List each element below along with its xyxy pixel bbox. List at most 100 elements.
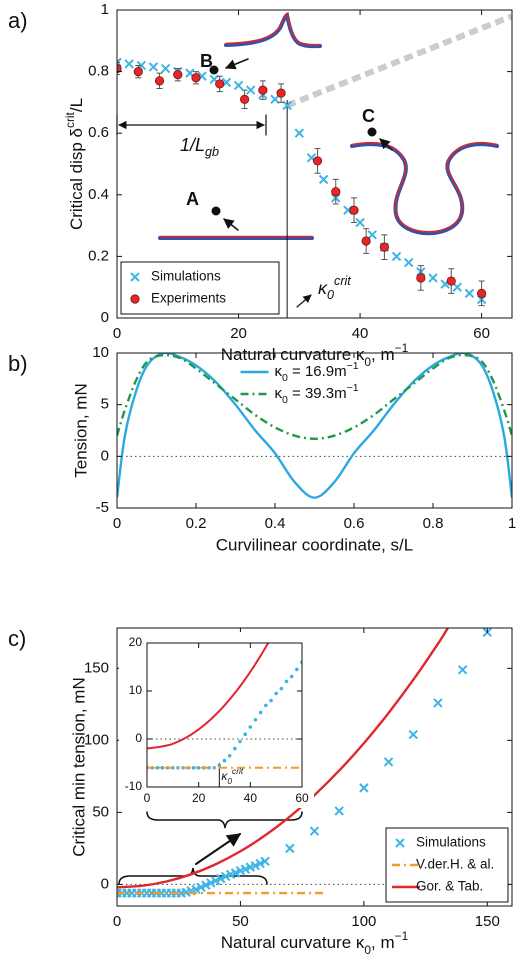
point	[282, 100, 292, 111]
point	[349, 205, 359, 215]
point	[391, 251, 402, 262]
x-tick-label: 20	[230, 325, 247, 342]
text-part: = 39.3m	[288, 385, 347, 402]
panel-label: c)	[8, 626, 26, 651]
point	[196, 766, 201, 770]
y-tick-label: 1	[101, 1, 109, 18]
text-part: κ	[221, 769, 228, 783]
annotation: κ0crit	[318, 274, 351, 302]
text-part: , m	[371, 345, 395, 364]
x-tick-label: 40	[352, 325, 369, 342]
point	[361, 236, 371, 246]
inset-background	[119, 632, 314, 808]
point	[222, 758, 227, 763]
point	[312, 156, 323, 166]
point	[238, 739, 242, 744]
point	[206, 878, 216, 888]
text-part: = 16.9m	[288, 363, 347, 380]
legend: κ0 = 16.9m−1κ0 = 39.3m−1	[240, 360, 359, 406]
point	[274, 691, 278, 696]
x-tick-label: 150	[475, 913, 500, 930]
point	[433, 698, 443, 708]
x-tick-label: 1	[508, 515, 516, 532]
point	[201, 880, 211, 890]
point	[260, 856, 270, 867]
text-part: 0	[282, 372, 288, 384]
y-axis-label: Tension, mN	[71, 383, 90, 477]
point	[334, 806, 344, 816]
text-part: κ	[275, 363, 283, 380]
point	[276, 88, 286, 98]
y-tick-label: -10	[125, 779, 143, 793]
panel-label: b)	[8, 351, 28, 376]
y-tick-label: 0	[101, 309, 109, 326]
point	[148, 62, 159, 72]
point	[507, 22, 511, 26]
point	[270, 94, 280, 105]
text-part: 0	[364, 943, 371, 957]
text-part: Critical disp δ	[67, 128, 86, 230]
y-tick-label: 0.6	[88, 124, 109, 141]
point	[404, 416, 408, 420]
legend-box	[120, 261, 280, 315]
y-tick-label: 100	[84, 731, 109, 748]
legend-label: κ0 = 39.3m−1	[275, 382, 359, 406]
text-part: −1	[395, 929, 409, 943]
legend-label: V.der.H. & al.	[416, 857, 494, 872]
point	[160, 63, 171, 74]
point	[258, 85, 268, 95]
point	[191, 766, 196, 770]
point	[403, 257, 414, 268]
annotation: κ0crit	[221, 766, 244, 786]
point	[294, 128, 305, 138]
x-tick-label: 0	[144, 791, 151, 805]
point	[240, 864, 251, 874]
y-tick-label: 20	[129, 635, 143, 649]
x-tick-label: 60	[295, 791, 309, 805]
point	[285, 843, 295, 854]
line	[117, 353, 512, 499]
guide-line	[286, 13, 512, 109]
point	[240, 94, 250, 104]
text-part: κ	[275, 385, 283, 402]
text-part: 0	[282, 394, 288, 406]
y-tick-label: 0.2	[88, 247, 109, 264]
annotation: A	[186, 189, 199, 209]
point	[284, 679, 289, 684]
y-tick-label: 50	[92, 803, 109, 820]
x-tick-label: 0	[113, 325, 121, 342]
annotation: B	[200, 51, 213, 71]
point	[289, 674, 294, 679]
point	[233, 746, 237, 751]
legend-label: κ0 = 16.9m−1	[275, 360, 359, 384]
text-part: 0	[227, 776, 232, 786]
point	[429, 329, 433, 333]
point	[326, 617, 330, 621]
text-part: , m	[371, 933, 395, 952]
plot-frame	[116, 352, 513, 509]
text-part: −1	[395, 341, 409, 355]
axes: 0 20 40 60 0 0.2 0.4 0.6 0.8 1	[88, 1, 513, 342]
line	[117, 353, 512, 440]
y-tick-label: 10	[92, 344, 109, 361]
y-tick-label: 0.4	[88, 186, 109, 203]
x-axis-label: Natural curvature κ0, m−1	[221, 341, 409, 369]
point	[481, 132, 485, 136]
point	[253, 718, 258, 722]
legend: Simulations V.der.H. & al. Gor. & Tab.	[385, 827, 509, 903]
point	[245, 85, 256, 95]
line	[117, 628, 449, 889]
x-tick-label: 100	[351, 913, 376, 930]
series-group	[117, 353, 512, 499]
line	[147, 643, 270, 750]
legend-label: Simulations	[151, 269, 221, 284]
text-part: crit	[63, 111, 77, 128]
text-part: 0	[364, 355, 371, 369]
error-bar	[117, 61, 120, 76]
x-tick-label: 0.6	[344, 515, 365, 532]
text-part: Natural curvature κ	[221, 345, 365, 364]
y-axis-label: Critical min tension, mN	[69, 677, 88, 857]
point	[279, 686, 284, 691]
point	[416, 273, 426, 283]
